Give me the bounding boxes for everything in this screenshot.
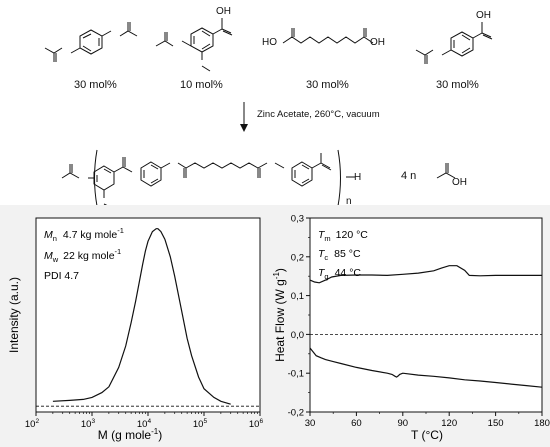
gpc-x-axis-label: M (g mole-1) bbox=[98, 427, 162, 442]
dsc-y-tick-label: -0,2 bbox=[288, 408, 304, 419]
gpc-series-line bbox=[52, 228, 231, 405]
gpc-x-tick-label: 104 bbox=[137, 418, 152, 430]
reaction-conditions: Zinc Acetate, 260°C, vacuum bbox=[257, 109, 380, 120]
monomer3-oh-label: OH bbox=[370, 37, 385, 48]
dsc-y-tick-label: 0,1 bbox=[291, 291, 304, 302]
polymer-repeat-n: n bbox=[346, 196, 352, 207]
monomer2-oh-label: OH bbox=[216, 6, 231, 17]
reaction-arrowhead bbox=[240, 124, 248, 132]
gpc-x-tick-label: 103 bbox=[81, 418, 96, 430]
dsc-x-tick-label: 150 bbox=[488, 418, 504, 429]
gpc-y-axis-label: Intensity (a.u.) bbox=[7, 277, 21, 353]
dsc-x-tick-label: 120 bbox=[441, 418, 457, 429]
dsc-tg-annotation: Tg 44 °C bbox=[318, 267, 361, 281]
dsc-x-tick-label: 60 bbox=[351, 418, 362, 429]
dsc-chart: 30 60 90 120 150 180 -0,2 -0,1 0,0 0,1 0,2 0,3 T (°… bbox=[272, 214, 550, 443]
gpc-x-tick-label: 106 bbox=[249, 418, 264, 430]
monomer-acetoxybenzoic-acid bbox=[415, 22, 493, 64]
dsc-y-tick-label: 0,0 bbox=[291, 330, 304, 341]
dsc-heating-curve bbox=[309, 265, 542, 284]
dsc-tc-annotation: Tc 85 °C bbox=[318, 248, 361, 262]
gpc-plot-frame bbox=[35, 217, 261, 413]
dsc-y-tick-label: 0,2 bbox=[291, 252, 304, 263]
dsc-plot-frame bbox=[309, 217, 543, 413]
dsc-x-tick-label: 90 bbox=[398, 418, 409, 429]
reaction-scheme bbox=[44, 18, 493, 209]
byproduct-oh-label: OH bbox=[452, 177, 467, 188]
gpc-x-tick-label: 105 bbox=[193, 418, 208, 430]
monomer1-mol-label: 30 mol% bbox=[74, 79, 117, 91]
gpc-mw-annotation: Mw 22 kg mole-1 bbox=[44, 247, 121, 264]
dsc-x-axis-label: T (°C) bbox=[411, 428, 443, 442]
monomer3-mol-label: 30 mol% bbox=[306, 79, 349, 91]
gpc-mn-annotation: Mn 4.7 kg mole-1 bbox=[44, 226, 124, 243]
monomer2-mol-label: 10 mol% bbox=[180, 79, 223, 91]
dsc-y-tick-label: -0,1 bbox=[288, 369, 304, 380]
dsc-x-tick-label: 30 bbox=[305, 418, 316, 429]
monomer-acetylvanillic-acid bbox=[155, 18, 233, 72]
byproduct-coefficient: 4 n bbox=[401, 170, 417, 182]
gpc-pdi-annotation: PDI 4.7 bbox=[44, 270, 79, 282]
dsc-y-tick-label: 0,3 bbox=[291, 214, 304, 225]
polymer-end-h: H bbox=[354, 172, 362, 183]
dsc-y-axis-label: Heat Flow (W g-1) bbox=[272, 268, 287, 362]
polymer-structure bbox=[61, 149, 456, 209]
gpc-chart: 102 103 104 105 106 M (g mole-1) Intensity (… bbox=[7, 217, 264, 442]
monomer4-oh-label: OH bbox=[476, 10, 491, 21]
monomer4-mol-label: 30 mol% bbox=[436, 79, 479, 91]
monomer3-ho-label: HO bbox=[262, 37, 277, 48]
monomer-hydroquinone-diacetate bbox=[44, 22, 138, 62]
dsc-tm-annotation: Tm 120 °C bbox=[318, 229, 368, 243]
dsc-cooling-curve bbox=[309, 347, 543, 388]
dsc-x-tick-label: 180 bbox=[534, 418, 550, 429]
monomer-suberic-acid bbox=[282, 28, 374, 44]
gpc-x-tick-label: 102 bbox=[25, 418, 40, 430]
